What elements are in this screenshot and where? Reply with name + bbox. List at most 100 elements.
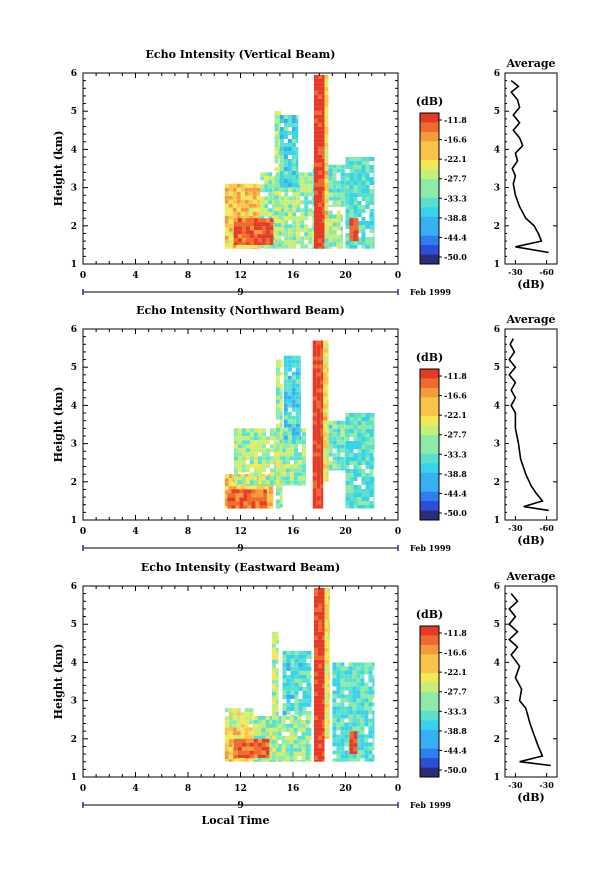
heatmap-cell — [373, 461, 375, 465]
heatmap-cell — [256, 247, 261, 249]
heatmap-cell — [287, 383, 292, 388]
heatmap-cell — [235, 489, 240, 494]
heatmap-cell — [314, 122, 318, 127]
heatmap-cell — [324, 214, 329, 219]
heatmap-cell — [287, 139, 292, 143]
heatmap-cell — [272, 631, 276, 636]
heatmap-cell — [279, 175, 284, 179]
heatmap-cell — [320, 460, 324, 465]
heatmap-cell — [324, 635, 329, 640]
heatmap-cell — [256, 191, 261, 196]
heatmap-cell — [291, 427, 296, 432]
heatmap-cell — [275, 383, 280, 388]
heatmap-cell — [253, 230, 258, 235]
heatmap-cell — [368, 750, 373, 755]
profile-y-tick-label: 6 — [494, 325, 500, 335]
heatmap-cell — [344, 460, 346, 465]
heatmap-cell — [287, 131, 292, 135]
heatmap-cell — [368, 734, 373, 739]
heatmap-cell — [356, 702, 361, 707]
heatmap-cell — [245, 464, 250, 469]
heatmap-cell — [310, 702, 312, 707]
heatmap-cell — [348, 694, 353, 699]
heatmap-cell — [310, 694, 312, 699]
heatmap-cell — [352, 706, 357, 711]
heatmap-cell — [336, 678, 341, 683]
heatmap-cell — [237, 464, 242, 469]
heatmap-cell — [328, 727, 330, 732]
heatmap-cell — [301, 739, 306, 744]
heatmap-cell — [322, 118, 325, 123]
heatmap-cell — [314, 687, 318, 692]
chart-title: Echo Intensity (Northward Beam) — [136, 304, 345, 317]
x-tick-label: 12 — [234, 527, 247, 537]
heatmap-cell — [279, 447, 283, 452]
heatmap-cell — [340, 722, 345, 727]
heatmap-cell — [224, 735, 229, 740]
heatmap-cell — [241, 754, 246, 758]
heatmap-cell — [344, 200, 346, 205]
heatmap-cell — [284, 192, 289, 197]
heatmap-cell — [324, 114, 329, 119]
heatmap-cell — [344, 750, 349, 755]
heatmap-cell — [252, 187, 257, 192]
heatmap-cell — [249, 456, 254, 461]
heatmap-cell — [310, 686, 312, 691]
heatmap-cell — [256, 486, 261, 491]
x-tick-label: 0 — [395, 527, 401, 537]
heatmap-cell — [328, 464, 333, 469]
heatmap-cell — [269, 444, 274, 449]
heatmap-cell — [328, 246, 333, 249]
heatmap-cell — [269, 226, 274, 231]
heatmap-cell — [353, 485, 358, 489]
heatmap-cell — [327, 436, 329, 441]
heatmap-cell — [277, 747, 282, 752]
heatmap-cell — [248, 207, 253, 212]
heatmap-cell — [272, 675, 276, 680]
heatmap-cell — [224, 223, 229, 228]
heatmap-cell — [283, 415, 288, 420]
heatmap-cell — [236, 731, 241, 736]
profile-y-tick-label: 1 — [494, 260, 500, 270]
heatmap-cell — [369, 213, 374, 217]
heatmap-cell — [361, 421, 366, 425]
heatmap-cell — [340, 164, 345, 169]
heatmap-cell — [232, 731, 237, 736]
heatmap-cell — [323, 460, 328, 465]
heatmap-cell — [336, 706, 341, 711]
heatmap-cell — [283, 119, 288, 123]
heatmap-cell — [292, 212, 297, 217]
heatmap-cell — [224, 506, 229, 509]
heatmap-cell — [352, 694, 357, 699]
heatmap-cell — [272, 228, 277, 233]
heatmap-cell — [228, 243, 233, 248]
heatmap-cell — [349, 226, 354, 231]
heatmap-cell — [345, 413, 350, 417]
heatmap-cell — [295, 167, 299, 171]
heatmap-cell — [322, 595, 325, 600]
heatmap-cell — [327, 452, 329, 457]
heatmap-cell — [314, 102, 318, 107]
colorbar-unit: (dB) — [416, 95, 443, 108]
heatmap-cell — [322, 142, 325, 147]
heatmap-cell — [279, 427, 283, 432]
heatmap-cell — [361, 497, 366, 501]
heatmap-cell — [332, 176, 337, 181]
heatmap-cell — [233, 242, 238, 245]
profile-y-tick-label: 2 — [494, 735, 500, 745]
heatmap-cell — [282, 678, 287, 683]
heatmap-cell — [340, 714, 345, 719]
heatmap-cell — [308, 200, 313, 205]
heatmap-cell — [281, 480, 286, 485]
heatmap-cell — [314, 707, 318, 712]
heatmap-cell — [241, 480, 246, 485]
heatmap-cell — [340, 468, 345, 471]
heatmap-cell — [348, 706, 353, 711]
heatmap-cell — [316, 448, 321, 453]
heatmap-cell — [272, 224, 277, 229]
y-tick-label: 2 — [71, 478, 77, 488]
heatmap-cell — [361, 225, 366, 229]
heatmap-cell — [261, 476, 266, 481]
heatmap-cell — [318, 190, 322, 195]
heatmap-cell — [261, 242, 266, 245]
